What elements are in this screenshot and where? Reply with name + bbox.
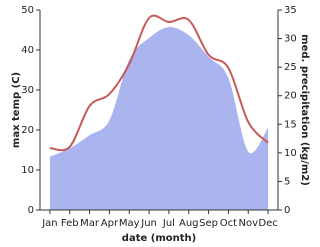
x-tick-label: Jun (140, 218, 157, 229)
x-tick-label: Mar (80, 218, 100, 229)
x-tick-label: Aug (179, 218, 199, 229)
x-axis-title: date (month) (122, 233, 196, 244)
x-tick-label: May (119, 218, 140, 229)
y-axis-title: max temp (C) (11, 72, 22, 148)
y-tick-label: 0 (28, 205, 34, 216)
y-tick-label: 30 (21, 85, 34, 96)
x-tick-label: Jul (162, 218, 175, 229)
x-tick-label: Dec (258, 218, 277, 229)
y-tick-label: 50 (21, 5, 34, 16)
y-tick-label: 40 (21, 45, 34, 56)
x-tick-label: Nov (238, 218, 258, 229)
x-tick-label: Sep (199, 218, 218, 229)
y-tick-label: 20 (21, 125, 34, 136)
y2-tick-label: 35 (284, 5, 297, 16)
x-tick-label: Apr (101, 218, 119, 229)
y2-tick-label: 0 (284, 205, 290, 216)
x-tick-label: Feb (61, 218, 79, 229)
y2-tick-label: 30 (284, 34, 297, 45)
x-tick-label: Oct (220, 218, 237, 229)
y-tick-label: 10 (21, 165, 34, 176)
y2-tick-label: 5 (284, 176, 290, 187)
precipitation-area (49, 27, 269, 211)
y2-tick-label: 10 (284, 148, 297, 159)
temp-line (49, 14, 269, 152)
y2-tick-label: 20 (284, 91, 297, 102)
y2-tick-label: 25 (284, 62, 297, 73)
y2-tick-label: 15 (284, 119, 297, 130)
y2-axis-title: med. precipitation (kg/m2) (299, 34, 310, 186)
x-tick-label: Jan (41, 218, 57, 229)
